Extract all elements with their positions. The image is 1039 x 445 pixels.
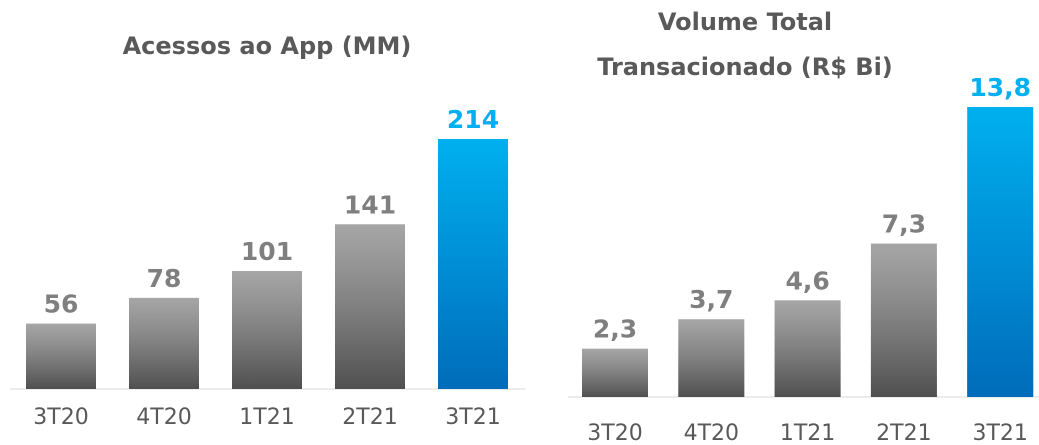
bar-shade xyxy=(232,271,302,389)
chart-title: Transacionado (R$ Bi) xyxy=(597,53,893,81)
category-label: 3T20 xyxy=(33,405,88,430)
category-label: 2T21 xyxy=(876,421,931,445)
category-label: 3T20 xyxy=(587,421,642,445)
bar-shade xyxy=(438,139,508,389)
value-label: 101 xyxy=(241,237,293,266)
category-label: 2T21 xyxy=(342,405,397,430)
bar-shade xyxy=(335,224,405,389)
value-label: 214 xyxy=(447,105,499,134)
category-label: 3T21 xyxy=(972,421,1027,445)
bar-shade xyxy=(967,107,1034,397)
bar-shade xyxy=(678,319,745,397)
bar-shade xyxy=(26,323,96,389)
value-label: 2,3 xyxy=(593,315,637,344)
value-label: 78 xyxy=(147,264,182,293)
bar-shade xyxy=(129,297,199,389)
chart-title: Acessos ao App (MM) xyxy=(123,32,412,60)
bar-shade xyxy=(582,348,648,397)
value-label: 13,8 xyxy=(969,73,1031,102)
category-label: 3T21 xyxy=(445,405,500,430)
value-label: 7,3 xyxy=(882,210,926,239)
value-label: 4,6 xyxy=(785,266,829,295)
value-label: 3,7 xyxy=(689,285,733,314)
bar-shade xyxy=(774,300,841,397)
category-label: 4T20 xyxy=(136,405,191,430)
value-label: 56 xyxy=(44,290,79,319)
bar-shade xyxy=(870,243,937,397)
value-label: 141 xyxy=(344,190,396,219)
chart-title: Volume Total xyxy=(658,8,832,36)
category-label: 1T21 xyxy=(239,405,294,430)
category-label: 4T20 xyxy=(684,421,739,445)
category-label: 1T21 xyxy=(780,421,835,445)
